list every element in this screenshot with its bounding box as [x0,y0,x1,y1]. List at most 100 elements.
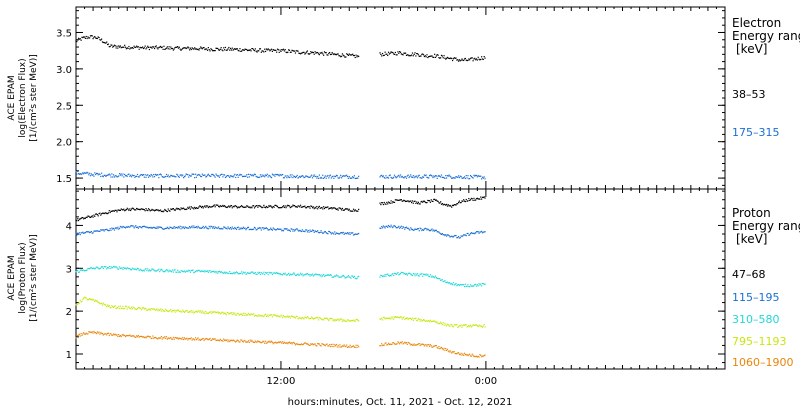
proton-series-3-point [192,310,194,312]
proton-series-2-point [325,274,327,276]
proton-series-1-point [263,228,265,230]
proton-series-4-point [225,339,227,342]
proton-series-2-point [211,270,213,273]
proton-series-2-point [419,273,421,275]
proton-series-4-point [83,333,86,335]
electron-series-1-point [275,173,277,175]
proton-series-3-point [465,324,467,326]
proton-series-4-point [386,344,388,346]
proton-series-4-point [120,335,122,338]
proton-series-2-point [111,267,113,269]
proton-series-0-point [318,205,320,208]
electron-series-0-point [194,48,197,50]
proton-series-2-point [311,274,313,276]
proton-series-4-point [115,334,117,336]
proton-series-2-point [220,270,222,273]
proton-series-4-point [405,342,407,344]
proton-series-2-point [243,272,245,274]
electron-series-0-point [268,49,270,51]
proton-series-3-point [332,320,334,322]
proton-series-0-point [136,207,138,210]
proton-series-1-point [286,228,288,230]
proton-series-3-point [151,308,153,310]
proton-series-2-point [454,283,456,285]
proton-series-4-point [255,341,257,343]
proton-series-3-point [311,317,314,319]
proton-series-0-point [463,200,466,202]
electron-series-1-point [216,174,218,176]
electron-series-0-point [464,57,466,60]
electron-series-1-point [357,177,359,179]
proton-series-3-point [439,322,441,325]
proton-series-2-point [287,273,289,275]
proton-series-2-point [270,272,273,274]
proton-series-2-point [133,268,135,270]
proton-series-4-point [446,348,449,350]
proton-series-0-point [189,208,192,210]
proton-series-1-point [480,231,482,233]
electron-series-0-point [424,55,426,57]
proton-series-3-point [453,324,455,326]
proton-series-2-point [294,273,296,275]
proton-series-2-point [92,267,94,269]
proton-series-1-point [94,230,96,232]
proton-series-1-point [411,228,413,230]
proton-series-2-point [173,269,175,271]
proton-series-2-point [154,270,157,272]
electron-series-1-point [259,176,261,178]
proton-series-1-point [176,226,178,229]
proton-series-2-point [483,283,485,285]
proton-series-0-point [422,201,424,203]
proton-series-3-point [428,321,431,323]
proton-series-3-point [194,311,197,313]
proton-series-4-point [422,343,425,346]
proton-series-4-point [156,338,158,340]
proton-series-0-point [241,205,243,207]
electron-series-0-point [132,47,134,49]
proton-series-1-point [202,225,204,227]
electron-series-0-point [192,48,194,50]
proton-series-3-point [177,309,180,311]
electron-series-0-point [130,47,133,49]
proton-series-0-point [356,210,358,212]
proton-series-0-point [331,208,333,210]
proton-series-0-point [199,205,201,207]
electron-series-1-point [292,176,294,179]
electron-series-1-point [451,177,453,179]
electron-series-0-point [467,59,469,61]
proton-series-4-point [270,341,272,343]
proton-series-4-point [464,353,466,356]
electron-series-0-point [447,57,449,59]
electron-series-1-point [389,174,391,176]
proton-series-1-point [175,226,177,228]
electron-series-0-point [206,48,208,50]
proton-series-4-point [431,346,433,348]
proton-series-3-point [147,309,149,311]
electron-series-1-point [380,175,382,177]
proton-series-4-point [163,337,165,339]
electron-series-0-point [299,52,301,55]
electron-series-0-point [112,45,115,47]
proton-series-3-point [331,318,333,320]
proton-series-2-point [397,271,399,274]
proton-series-1-point [167,227,169,229]
proton-series-3-point [237,312,239,315]
proton-series-2-point [435,277,437,279]
proton-series-4-point [401,341,403,343]
proton-series-0-point [112,210,115,212]
electron-series-1-point [185,173,187,175]
proton-series-2-point [429,274,431,276]
proton-series-2-point [148,269,151,271]
proton-series-2-point [242,271,244,273]
proton-series-0-point [334,207,336,209]
proton-series-0-point [395,199,397,201]
proton-series-3-point [184,310,186,313]
proton-series-0-point [346,208,349,210]
proton-series-0-point [441,202,443,205]
electron-series-1-point [398,174,400,176]
electron-series-1-point [269,175,271,177]
proton-series-2-point [189,271,192,273]
electron-series-1-point [108,173,110,175]
electron-series-1-point [139,174,141,177]
proton-series-3-point [127,306,129,308]
